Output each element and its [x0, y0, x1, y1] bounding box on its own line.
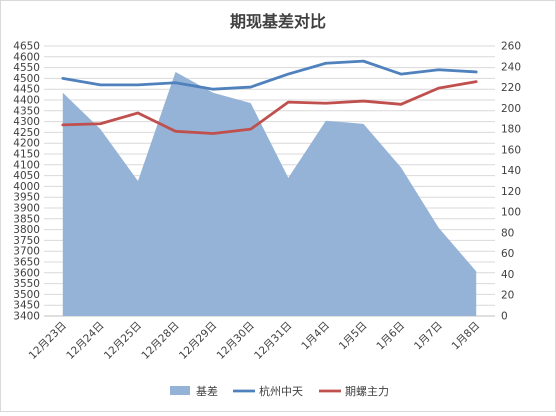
left-tick-label: 3850	[13, 213, 40, 225]
right-tick-label: 80	[501, 227, 514, 239]
right-tick-label: 260	[501, 41, 521, 53]
left-axis: 3400345035003550360036503700375038003850…	[13, 41, 40, 323]
left-tick-label: 4300	[13, 116, 40, 128]
left-tick-label: 4050	[13, 170, 40, 182]
right-tick-label: 240	[501, 61, 521, 73]
left-tick-label: 4500	[13, 73, 40, 85]
left-tick-label: 3500	[13, 289, 40, 301]
left-tick-label: 4100	[13, 159, 40, 171]
legend-label: 基差	[196, 384, 218, 398]
area-basis	[62, 71, 477, 316]
right-tick-label: 180	[501, 124, 521, 136]
right-tick-label: 60	[501, 248, 514, 260]
left-tick-label: 3950	[13, 192, 40, 204]
chart-title: 期现基差对比	[230, 12, 326, 31]
left-tick-label: 4550	[13, 62, 40, 74]
left-tick-label: 3750	[13, 235, 40, 247]
left-tick-label: 4600	[13, 51, 40, 63]
left-tick-label: 3800	[13, 224, 40, 236]
left-tick-label: 3450	[13, 300, 40, 312]
legend-label: 期螺主力	[345, 385, 389, 398]
left-tick-label: 4200	[13, 138, 40, 150]
legend-label: 杭州中天	[259, 384, 303, 398]
left-tick-label: 3550	[13, 278, 40, 290]
legend-swatch	[170, 386, 190, 395]
right-tick-label: 140	[501, 165, 521, 177]
series-line-杭州中天	[61, 59, 478, 91]
left-tick-label: 4250	[13, 127, 40, 139]
left-tick-label: 3600	[13, 267, 40, 279]
series-line-期螺主力	[61, 80, 478, 135]
right-tick-label: 100	[501, 207, 521, 219]
right-tick-label: 0	[501, 311, 508, 323]
left-tick-label: 4350	[13, 105, 40, 117]
right-tick-label: 200	[501, 103, 521, 115]
left-tick-label: 4150	[13, 149, 40, 161]
left-tick-label: 3900	[13, 203, 40, 215]
left-tick-label: 3400	[13, 311, 40, 323]
left-tick-label: 3650	[13, 257, 40, 269]
right-tick-label: 220	[501, 82, 521, 94]
left-tick-label: 4400	[13, 95, 40, 107]
left-tick-label: 4000	[13, 181, 40, 193]
left-tick-label: 4650	[13, 41, 40, 53]
right-axis: 0 20 40 60 80 100 120 140 160 180 200 220 240 260	[501, 41, 521, 323]
right-tick-label: 120	[501, 186, 521, 198]
right-tick-label: 20	[501, 290, 514, 302]
left-tick-label: 4450	[13, 84, 40, 96]
right-tick-label: 40	[501, 269, 514, 281]
legend: 基差 杭州中天 期螺主力	[170, 384, 389, 398]
plot-area	[61, 59, 478, 316]
left-tick-label: 3700	[13, 246, 40, 258]
right-tick-label: 160	[501, 144, 521, 156]
